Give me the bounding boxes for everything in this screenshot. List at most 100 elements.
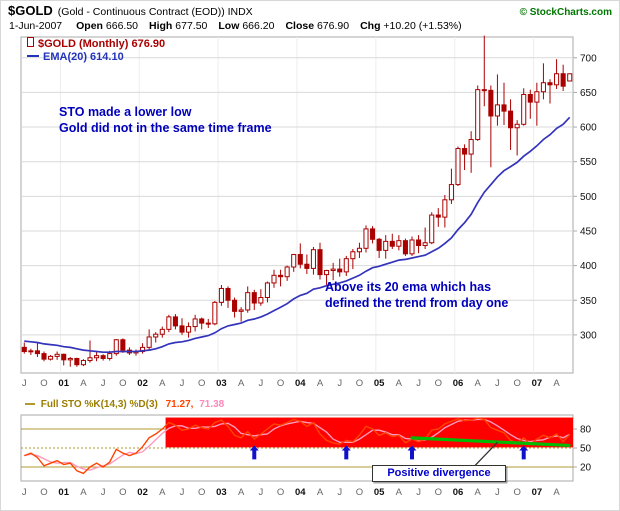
candle — [304, 263, 310, 269]
candle — [264, 282, 270, 298]
candle — [409, 239, 415, 255]
candle — [284, 266, 290, 278]
annotation-ema-line2: defined the trend from day one — [325, 296, 509, 310]
x-axis-label: 05 — [374, 487, 385, 498]
candle — [468, 139, 474, 155]
candlestick-series — [21, 35, 573, 367]
quote-close: Close 676.90 — [285, 20, 349, 32]
candle-icon — [27, 37, 34, 47]
legend-ema-row: EMA(20) 614.10 — [27, 51, 165, 64]
indicator-k-value: 71.27, — [165, 399, 194, 410]
x-axis-label: A — [396, 487, 403, 498]
ema-line-icon — [27, 55, 39, 57]
annotation-above-ema: Above its 20 ema which has defined the t… — [325, 279, 508, 311]
legend-price-row: $GOLD (Monthly) 676.90 — [27, 37, 165, 51]
x-axis-label: O — [198, 378, 205, 389]
x-axis-label: O — [119, 378, 126, 389]
x-axis-label: O — [513, 378, 520, 389]
candle — [310, 249, 316, 269]
indicator-d-value: 71.38 — [199, 399, 225, 410]
x-axis-label: A — [553, 378, 560, 389]
candle — [232, 299, 238, 312]
candle — [429, 214, 435, 244]
stochastic-chart-canvas: 80 50 20 J O 01 A J O 02 A J O 03 A J O 04 A J O 05 A J O 06 A J O 07… — [20, 414, 592, 498]
quote-low: Low 666.20 — [218, 20, 274, 32]
sto-axis-label: 50 — [580, 444, 592, 455]
candle — [153, 333, 159, 338]
quote-high: High 677.50 — [149, 20, 207, 32]
x-axis-label: 07 — [532, 487, 543, 498]
quote-open-value: 666.50 — [105, 20, 139, 32]
candle — [475, 89, 481, 141]
x-axis-label: 02 — [137, 487, 148, 498]
price-axis-label: 650 — [580, 88, 597, 99]
chart-legend: $GOLD (Monthly) 676.90 EMA(20) 614.10 — [27, 37, 165, 64]
candle — [402, 240, 408, 255]
annotation-ema-line1: Above its 20 ema which has — [325, 280, 492, 294]
candle — [317, 249, 323, 276]
candle — [48, 355, 54, 360]
x-axis-label: J — [495, 378, 500, 389]
candle — [278, 274, 284, 278]
x-axis-label: A — [317, 487, 324, 498]
x-axis-label: 03 — [216, 378, 227, 389]
candle — [80, 360, 86, 366]
candle — [179, 325, 185, 333]
candle — [225, 287, 231, 301]
candle — [501, 104, 507, 112]
stockcharts-copyright: © StockCharts.com — [519, 7, 612, 18]
x-axis-label: J — [416, 487, 421, 498]
candle — [324, 269, 330, 276]
quote-low-label: Low — [218, 20, 240, 32]
candle — [383, 240, 389, 251]
x-axis-label: 05 — [374, 378, 385, 389]
candle — [396, 240, 402, 247]
candle — [448, 184, 454, 201]
candle — [416, 239, 422, 247]
candle — [41, 353, 47, 360]
candle — [107, 353, 113, 359]
candle — [508, 110, 514, 129]
x-axis-label: J — [22, 378, 27, 389]
price-axis-label: 700 — [580, 53, 597, 64]
candle — [442, 199, 448, 218]
quote-chg-label: Chg — [360, 20, 381, 32]
candle — [94, 355, 100, 359]
x-axis-label: 01 — [58, 378, 69, 389]
x-axis-label: 01 — [58, 487, 69, 498]
indicator-header: Full STO %K(14,3) %D(3) 71.27, 71.38 — [25, 399, 224, 410]
candle — [376, 238, 382, 251]
candle — [34, 350, 40, 355]
candle — [258, 296, 264, 304]
x-axis-label: J — [22, 487, 27, 498]
x-axis-label: 02 — [137, 378, 148, 389]
candle — [330, 268, 336, 271]
candle — [370, 228, 376, 240]
candle — [481, 89, 487, 92]
candle — [61, 353, 67, 361]
x-axis-label: 06 — [453, 487, 464, 498]
quote-open-label: Open — [76, 20, 103, 32]
x-axis-label: A — [238, 487, 245, 498]
x-axis-label: O — [356, 487, 363, 498]
candle — [560, 73, 566, 87]
x-axis-label: A — [317, 378, 324, 389]
candle — [21, 346, 27, 353]
sto-axis-label: 80 — [580, 424, 592, 435]
up-arrow-icon — [407, 445, 417, 460]
candle — [534, 91, 540, 103]
x-axis-label: J — [258, 378, 263, 389]
candle — [146, 336, 152, 348]
candle — [113, 339, 119, 355]
candle — [455, 148, 461, 186]
chart-header: $GOLD (Gold - Continuous Contract (EOD))… — [8, 3, 612, 18]
candle — [363, 228, 369, 249]
x-axis-label: J — [101, 487, 106, 498]
x-axis-label: 03 — [216, 487, 227, 498]
up-arrow-icon — [249, 445, 259, 460]
quote-close-label: Close — [285, 20, 315, 32]
up-arrow-icon — [341, 445, 351, 460]
ema20-line — [24, 116, 571, 354]
annotation-sto-line1: STO made a lower low — [59, 105, 192, 119]
